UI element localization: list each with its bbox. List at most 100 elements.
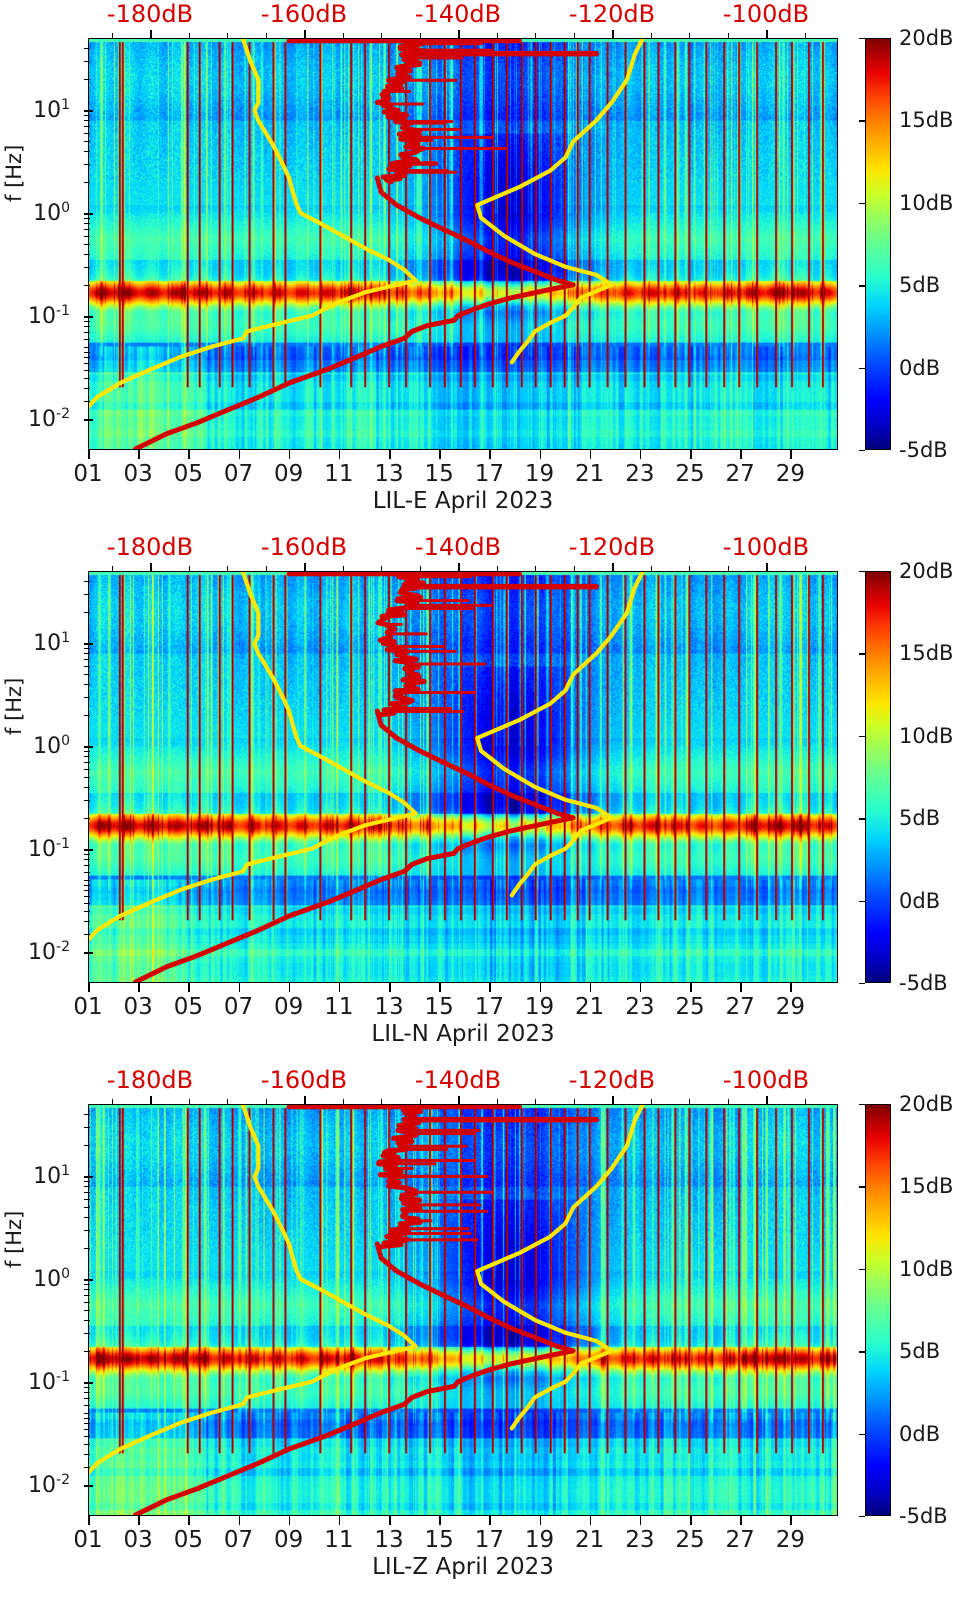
top-db-label: -140dB xyxy=(414,533,502,561)
y-axis-minor-tick xyxy=(84,1198,90,1201)
x-axis-tick-label: 19 xyxy=(524,994,555,1020)
top-db-minor-tick xyxy=(804,566,806,571)
y-axis-minor-tick xyxy=(84,114,90,117)
x-axis-tick-label: 17 xyxy=(474,1527,504,1553)
colorbar xyxy=(865,571,891,983)
y-axis-tick xyxy=(84,848,93,851)
colorbar-tick-label: 20dB xyxy=(899,26,954,50)
x-axis-tick xyxy=(539,1516,542,1525)
colorbar-tick xyxy=(859,1516,865,1518)
top-db-tick xyxy=(304,1096,306,1104)
colorbar-tick-label: 5dB xyxy=(899,273,941,298)
panel-title: LIL-E April 2023 xyxy=(372,488,554,514)
x-axis-tick xyxy=(288,1516,291,1525)
y-axis-minor-tick xyxy=(84,141,90,143)
x-axis-tick-label: 05 xyxy=(173,1527,203,1553)
y-axis-minor-tick xyxy=(84,1229,90,1232)
x-axis-tick xyxy=(740,450,742,459)
y-axis-minor-tick xyxy=(84,593,90,596)
y-axis-minor-tick xyxy=(84,1453,90,1456)
colorbar-tick xyxy=(859,818,865,820)
y-axis-tick-label: 10-2 xyxy=(28,1471,70,1499)
spectrogram-plot-area xyxy=(88,1104,838,1516)
x-axis-tick-label: 07 xyxy=(223,461,254,487)
y-axis-minor-tick xyxy=(84,755,90,758)
x-axis-tick xyxy=(489,450,491,459)
top-db-label: -100dB xyxy=(722,533,810,561)
top-db-minor-tick xyxy=(804,33,806,38)
top-db-minor-tick xyxy=(496,1099,498,1104)
y-axis-minor-tick xyxy=(84,387,90,390)
y-axis-minor-tick xyxy=(84,674,90,676)
y-axis-minor-tick xyxy=(84,1283,90,1286)
y-axis-tick-label: 101 xyxy=(33,1162,70,1190)
y-axis-minor-tick xyxy=(84,331,90,334)
y-axis-minor-tick xyxy=(84,1180,90,1183)
y-axis-label: f [Hz] xyxy=(2,144,26,202)
x-axis-tick xyxy=(439,983,441,992)
noise-model-overlay xyxy=(89,39,645,449)
y-axis-label: f [Hz] xyxy=(2,677,26,735)
colorbar-tick xyxy=(859,367,865,369)
y-axis-minor-tick xyxy=(84,696,90,699)
x-axis-tick-label: 13 xyxy=(374,1527,404,1553)
y-axis-minor-tick xyxy=(84,150,90,153)
y-axis-minor-tick xyxy=(84,1417,90,1420)
y-axis-minor-tick xyxy=(84,235,90,238)
y-axis-minor-tick xyxy=(84,750,90,753)
top-db-minor-tick xyxy=(650,1099,652,1104)
y-axis-minor-tick xyxy=(84,658,90,661)
y-axis-tick-label: 101 xyxy=(33,629,70,657)
top-db-tick xyxy=(150,30,152,38)
top-db-minor-tick xyxy=(342,566,344,571)
panel-title: LIL-Z April 2023 xyxy=(372,1554,554,1580)
y-axis-tick-label: 10-1 xyxy=(28,1368,70,1396)
y-axis-minor-tick xyxy=(84,1113,90,1116)
top-db-minor-tick xyxy=(111,33,113,38)
x-axis-tick xyxy=(589,983,592,992)
y-axis-minor-tick xyxy=(84,902,90,905)
x-axis-tick-label: 27 xyxy=(725,994,755,1020)
top-db-minor-tick xyxy=(227,566,229,571)
x-axis-tick-label: 13 xyxy=(374,994,404,1020)
top-db-label: -180dB xyxy=(106,533,194,561)
y-axis-minor-tick xyxy=(84,1428,90,1431)
y-axis-minor-tick xyxy=(84,1466,90,1469)
top-db-tick xyxy=(458,1096,460,1104)
y-axis-minor-tick xyxy=(84,369,90,372)
nhnm-curve-low xyxy=(132,175,576,449)
y-axis-minor-tick xyxy=(84,1144,90,1147)
colorbar-tick xyxy=(859,1351,865,1353)
nlnm-curve-right xyxy=(475,39,645,365)
y-axis-minor-tick xyxy=(84,768,90,771)
colorbar xyxy=(865,38,891,450)
y-axis: 10-2 10-1 100 101 xyxy=(0,38,93,450)
top-db-minor-tick xyxy=(496,33,498,38)
top-db-minor-tick xyxy=(727,33,729,38)
x-axis-tick-label: 13 xyxy=(374,461,404,487)
top-db-label: -120dB xyxy=(568,1066,656,1094)
x-axis-tick-label: 21 xyxy=(575,1527,605,1553)
x-axis-tick-label: 05 xyxy=(173,994,203,1020)
x-axis-tick-label: 23 xyxy=(625,461,655,487)
top-db-minor-tick xyxy=(650,566,652,571)
y-axis-minor-tick xyxy=(84,884,90,887)
top-db-label: -180dB xyxy=(106,1066,194,1094)
top-db-tick xyxy=(304,30,306,38)
colorbar-tick xyxy=(859,900,865,902)
x-axis-tick xyxy=(338,1516,341,1525)
y-axis-minor-tick xyxy=(84,163,90,166)
colorbar-tick-label: 20dB xyxy=(899,559,954,583)
nhnm-curve-high-jagged xyxy=(375,572,427,718)
x-axis-tick-label: 21 xyxy=(575,994,605,1020)
top-db-minor-tick xyxy=(535,1099,537,1104)
colorbar-tick-label: 20dB xyxy=(899,1092,954,1116)
top-db-minor-tick xyxy=(265,33,267,38)
colorbar-tick xyxy=(859,1433,865,1435)
y-axis-minor-tick xyxy=(84,1484,90,1487)
y-axis-minor-tick xyxy=(84,125,90,128)
y-axis-minor-tick xyxy=(84,777,90,779)
top-db-minor-tick xyxy=(227,33,229,38)
y-axis-tick-label: 100 xyxy=(33,732,70,760)
y-axis-minor-tick xyxy=(84,1397,90,1400)
